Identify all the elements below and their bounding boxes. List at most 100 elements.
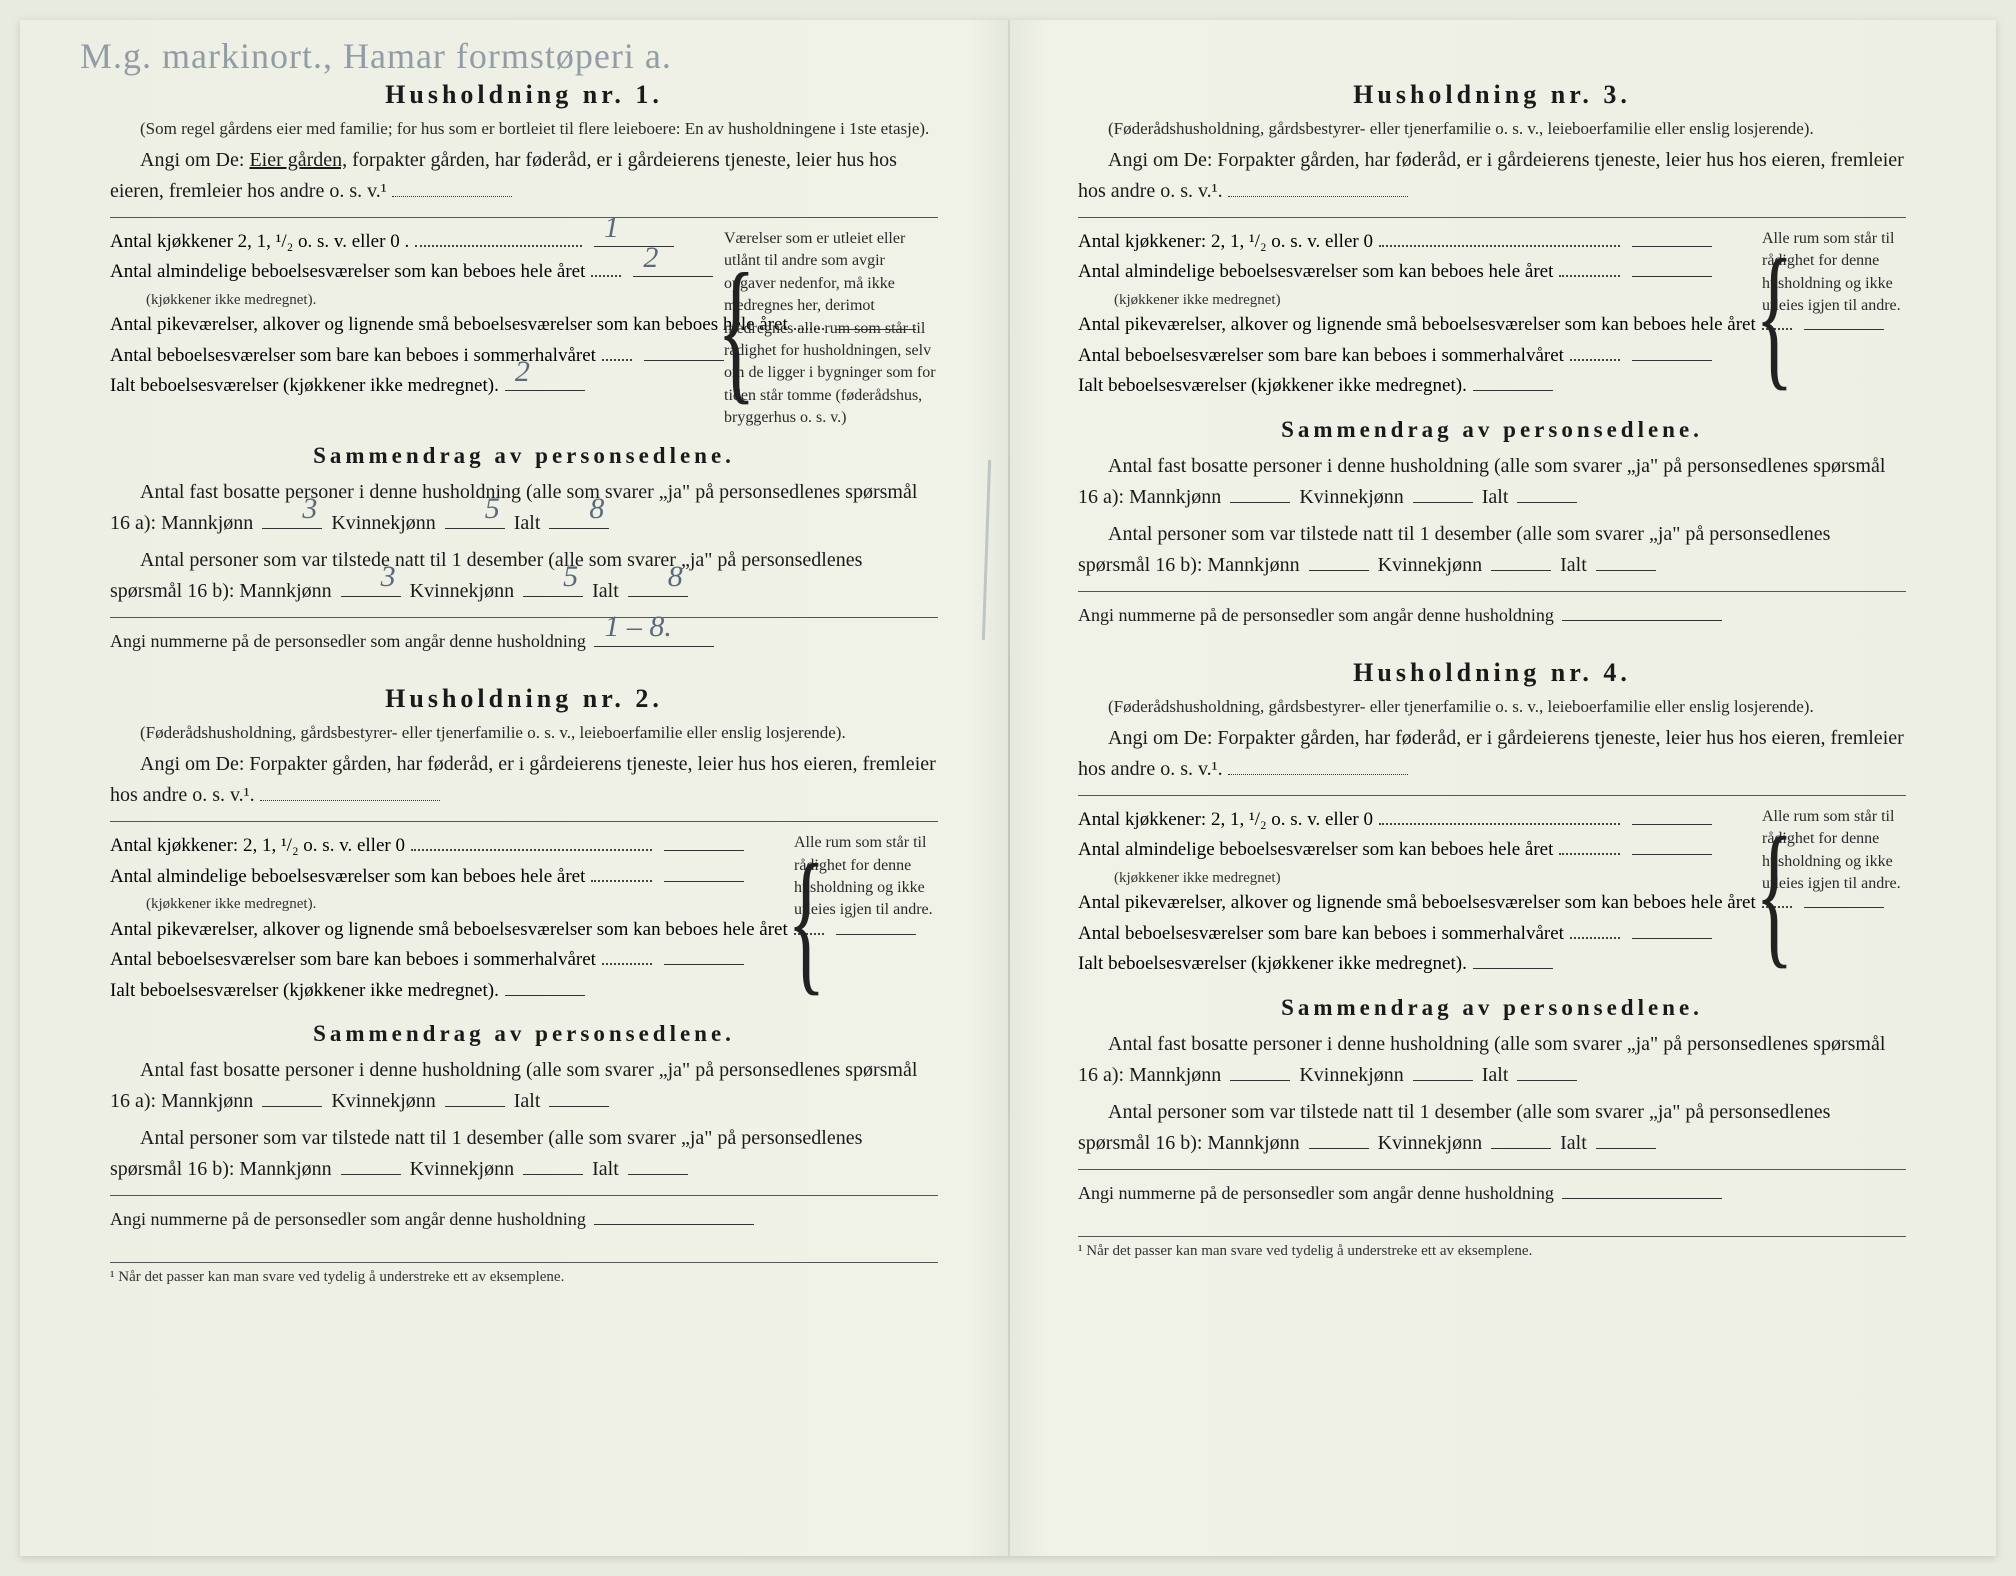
angi-blank [1228, 774, 1408, 775]
kitchen-label: Antal kjøkkener: 2, 1, ¹/₂ o. s. v. elle… [1078, 806, 1373, 835]
blank [1517, 1080, 1577, 1081]
rooms-main: Antal kjøkkener 2, 1, ¹/₂ o. s. v. eller… [110, 228, 674, 430]
blank [1632, 824, 1712, 825]
hw-room0: 2 [643, 235, 658, 280]
footnote-left: ¹ Når det passer kan man svare ved tydel… [110, 1262, 938, 1286]
household-2-rooms-group: Antal kjøkkener: 2, 1, ¹/₂ o. s. v. elle… [110, 832, 938, 1007]
household-1-title: Husholdning nr. 1. [110, 80, 938, 110]
blank [1309, 1148, 1369, 1149]
kitchen-value: 1 [594, 246, 674, 247]
divider [110, 1195, 938, 1196]
i-label: Ialt [1560, 554, 1587, 576]
angi-blank [1228, 196, 1408, 197]
angi-text: Angi om De: Forpakter gården, har føderå… [1078, 149, 1904, 202]
household-4-intro: (Føderådshusholdning, gårdsbestyrer- ell… [1078, 696, 1906, 719]
summary-fast-1: Antal fast bosatte personer i denne hush… [110, 477, 938, 539]
household-2-title: Husholdning nr. 2. [110, 684, 938, 714]
blank [628, 1174, 688, 1175]
footnote-right: ¹ Når det passer kan man svare ved tydel… [1078, 1236, 1906, 1260]
angi-underlined: Eier gården, [249, 149, 347, 171]
hw-fast-m: 3 [272, 486, 317, 533]
blank [262, 1106, 322, 1107]
handwritten-header: M.g. markinort., Hamar formstøperi a. [80, 35, 672, 77]
kitchen-line: Antal kjøkkener 2, 1, ¹/₂ o. s. v. eller… [110, 228, 674, 257]
room-sub-0: (kjøkkener ikke medregnet). [110, 289, 674, 312]
household-3-intro: (Føderådshusholdning, gårdsbestyrer- ell… [1078, 118, 1906, 141]
blank [1230, 502, 1290, 503]
brace-icon [1736, 228, 1756, 403]
blank [1562, 620, 1722, 621]
hw-fast-i: 8 [559, 486, 604, 533]
household-1-rooms-group: Antal kjøkkener 2, 1, ¹/₂ o. s. v. eller… [110, 228, 938, 430]
household-1: Husholdning nr. 1. (Som regel gårdens ei… [110, 80, 938, 656]
num-text: Angi nummerne på de personsedler som ang… [110, 1209, 586, 1229]
summary-tilstede-2: Antal personer som var tilstede natt til… [110, 1123, 938, 1185]
blank [1491, 570, 1551, 571]
i-label: Ialt [592, 580, 619, 602]
fast-m-blank: 3 [262, 528, 322, 529]
total-label: Ialt beboelsesværelser (kjøkkener ikke m… [1078, 950, 1467, 979]
household-2-angi: Angi om De: Forpakter gården, har føderå… [110, 749, 938, 811]
room-label: Antal almindelige beboelsesværelser som … [1078, 258, 1553, 287]
hw-num-val: 1 – 8. [604, 604, 672, 651]
divider [110, 617, 938, 618]
summary-tilstede-4: Antal personer som var tilstede natt til… [1078, 1097, 1906, 1159]
room-label: Antal pikeværelser, alkover og lignende … [110, 916, 788, 945]
summary-title-2: Sammendrag av personsedlene. [110, 1021, 938, 1047]
num-blank: 1 – 8. [594, 646, 714, 647]
hw-fast-k: 5 [455, 486, 500, 533]
blank [1517, 502, 1577, 503]
divider [1078, 217, 1906, 218]
hw-til-k: 5 [533, 554, 578, 601]
divider [110, 217, 938, 218]
blank [1596, 570, 1656, 571]
til-k-blank: 5 [523, 596, 583, 597]
til-m-blank: 3 [341, 596, 401, 597]
blank [1473, 968, 1553, 969]
room-label: Antal pikeværelser, alkover og lignende … [1078, 311, 1756, 340]
blank [1473, 390, 1553, 391]
household-4-angi: Angi om De: Forpakter gården, har føderå… [1078, 723, 1906, 785]
blank [664, 881, 744, 882]
blank [1632, 938, 1712, 939]
brace-icon [698, 228, 718, 430]
household-3-angi: Angi om De: Forpakter gården, har føderå… [1078, 145, 1906, 207]
total-label: Ialt beboelsesværelser (kjøkkener ikke m… [110, 977, 499, 1006]
k-label: Kvinnekjønn [410, 580, 514, 602]
fast-i-blank: 8 [549, 528, 609, 529]
room-line-1: Antal pikeværelser, alkover og lignende … [110, 311, 674, 340]
blank [445, 1106, 505, 1107]
summary-fast-2: Antal fast bosatte personer i denne hush… [110, 1055, 938, 1117]
i-label: Ialt [592, 1158, 619, 1180]
nummerne-1: Angi nummerne på de personsedler som ang… [110, 628, 938, 656]
room-label: Antal almindelige beboelsesværelser som … [1078, 836, 1553, 865]
household-3: Husholdning nr. 3. (Føderådshusholdning,… [1078, 80, 1906, 630]
blank [664, 850, 744, 851]
total-label: Ialt beboelsesværelser (kjøkkener ikke m… [110, 372, 499, 401]
summary-title-4: Sammendrag av personsedlene. [1078, 995, 1906, 1021]
blank [1413, 1080, 1473, 1081]
kitchen-label: Antal kjøkkener 2, 1, ¹/₂ o. s. v. eller… [110, 228, 409, 257]
hw-til-m: 3 [351, 554, 396, 601]
summary-fast-3: Antal fast bosatte personer i denne hush… [1078, 451, 1906, 513]
household-4: Husholdning nr. 4. (Føderådshusholdning,… [1078, 658, 1906, 1208]
blank [1632, 854, 1712, 855]
household-3-rooms-group: Antal kjøkkener: 2, 1, ¹/₂ o. s. v. elle… [1078, 228, 1906, 403]
k-label: Kvinnekjønn [410, 1158, 514, 1180]
angi-blank [392, 196, 512, 197]
left-page: M.g. markinort., Hamar formstøperi a. Hu… [20, 20, 1008, 1556]
blank [1632, 360, 1712, 361]
blank [1632, 246, 1712, 247]
household-2-intro: (Føderådshusholdning, gårdsbestyrer- ell… [110, 722, 938, 745]
room-label: Antal pikeværelser, alkover og lignende … [110, 311, 788, 340]
angi-blank [260, 800, 440, 801]
summary-title-3: Sammendrag av personsedlene. [1078, 417, 1906, 443]
summary-tilstede-1: Antal personer som var tilstede natt til… [110, 545, 938, 607]
pencil-margin-mark [982, 460, 991, 640]
num-text: Angi nummerne på de personsedler som ang… [1078, 1183, 1554, 1203]
room-label: Antal beboelsesværelser som bare kan beb… [1078, 342, 1564, 371]
fast-k-blank: 5 [445, 528, 505, 529]
k-label: Kvinnekjønn [331, 1090, 435, 1112]
kitchen-label: Antal kjøkkener: 2, 1, ¹/₂ o. s. v. elle… [110, 832, 405, 861]
brace-icon [768, 832, 788, 1007]
